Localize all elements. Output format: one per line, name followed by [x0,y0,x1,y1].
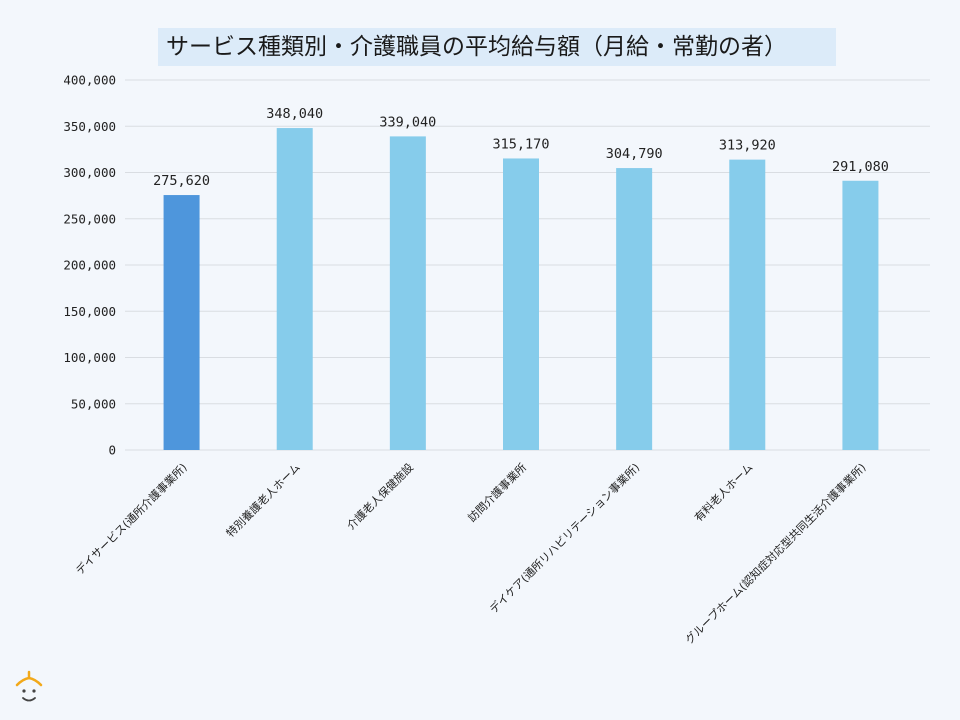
x-tick-label: 有料老人ホーム [691,460,755,524]
y-tick-label: 400,000 [63,73,116,88]
y-axis-ticks: 0 50,000 100,000 150,000 200,000 250,000 300,0… [63,73,116,458]
y-tick-label: 200,000 [63,258,116,273]
bar [729,159,766,450]
x-tick-label: 訪問介護事業所 [465,460,529,524]
chart-title: サービス種類別・介護職員の平均給与額（月給・常勤の者） [158,28,836,66]
category-labels: デイサービス(通所介護事業所) 特別養護老人ホーム 介護老人保健施設 訪問介護事業所デ… [73,460,869,646]
bar [616,168,653,450]
bar [842,180,879,450]
bars [163,128,879,451]
y-tick-label: 300,000 [63,165,116,180]
bar [389,136,426,450]
data-label: 348,040 [266,106,323,122]
data-label: 313,920 [719,138,776,154]
data-label: 304,790 [606,146,663,162]
bar [163,195,200,450]
data-labels: 275,620 348,040 339,040 315,170 304,790 313,9… [153,106,889,189]
bar [276,128,313,451]
data-label: 315,170 [493,136,550,152]
data-label: 275,620 [153,173,210,189]
y-tick-label: 0 [108,443,116,458]
y-tick-label: 100,000 [63,350,116,365]
y-tick-label: 150,000 [63,304,116,319]
x-tick-label: グループホーム(認知症対応型共同生活介護事業所) [682,460,868,646]
y-tick-label: 50,000 [71,396,116,411]
data-label: 291,080 [832,159,889,175]
y-tick-label: 250,000 [63,211,116,226]
x-tick-label: 介護老人保健施設 [344,460,416,532]
bar [503,158,539,450]
data-label: 339,040 [379,114,436,130]
x-tick-label: 特別養護老人ホーム [223,460,303,540]
person-face-icon [15,670,43,702]
y-tick-label: 350,000 [63,119,116,134]
x-tick-label: デイサービス(通所介護事業所) [73,460,190,577]
